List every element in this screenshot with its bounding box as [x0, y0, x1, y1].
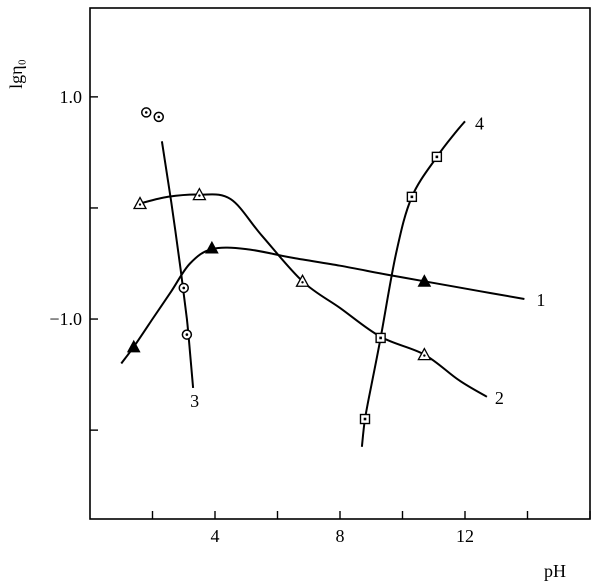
marker-center-dot: [182, 286, 186, 290]
markers: [126, 107, 443, 425]
series-1-curve: [120, 246, 525, 365]
series-2-point: [192, 187, 207, 201]
y-tick-label: 1.0: [60, 87, 83, 107]
series-4-point: [431, 151, 443, 163]
series-1-label: 1: [536, 290, 545, 310]
marker-center-dot: [198, 194, 201, 197]
plot-frame: [89, 7, 591, 520]
series-3-label: 3: [190, 391, 199, 411]
marker-center-dot: [423, 354, 426, 357]
series-3-point: [141, 107, 152, 118]
marker-center-dot: [185, 333, 189, 336]
series-4-point: [375, 332, 386, 344]
marker-center-dot: [301, 281, 304, 284]
open-triangle-marker: [132, 196, 148, 210]
series-4-point: [359, 413, 371, 425]
marker-center-dot: [138, 203, 142, 206]
x-tick-label: 4: [211, 526, 220, 546]
series-1-point: [205, 240, 219, 254]
series-2-point: [417, 347, 432, 361]
x-axis-title: pH: [544, 561, 566, 581]
open-triangle-marker: [417, 347, 432, 361]
open-triangle-marker: [192, 187, 207, 201]
y-tick-label: −1.0: [49, 309, 82, 329]
y-axis-title: lgη₀: [6, 59, 26, 89]
series-3-point: [153, 111, 164, 123]
x-tick-label: 8: [336, 526, 345, 546]
marker-center-dot: [410, 195, 414, 199]
series-4-point: [406, 191, 418, 203]
series-1-point: [126, 339, 141, 353]
marker-center-dot: [379, 336, 382, 340]
marker-center-dot: [435, 155, 439, 159]
series-4-label: 4: [475, 113, 484, 133]
series-4-curve: [360, 120, 466, 447]
labels: 1 2 3 4: [190, 113, 545, 411]
series-1-point: [417, 274, 432, 287]
series-3-point: [178, 282, 189, 294]
series-2-label: 2: [495, 388, 504, 408]
series-3-point: [181, 329, 193, 340]
open-triangle-marker: [295, 273, 310, 287]
series-2-point: [295, 273, 310, 287]
series-2-point: [132, 196, 148, 210]
marker-center-dot: [157, 115, 161, 119]
marker-center-dot: [363, 417, 367, 421]
x-tick-label: 12: [456, 526, 474, 546]
marker-center-dot: [144, 111, 148, 114]
